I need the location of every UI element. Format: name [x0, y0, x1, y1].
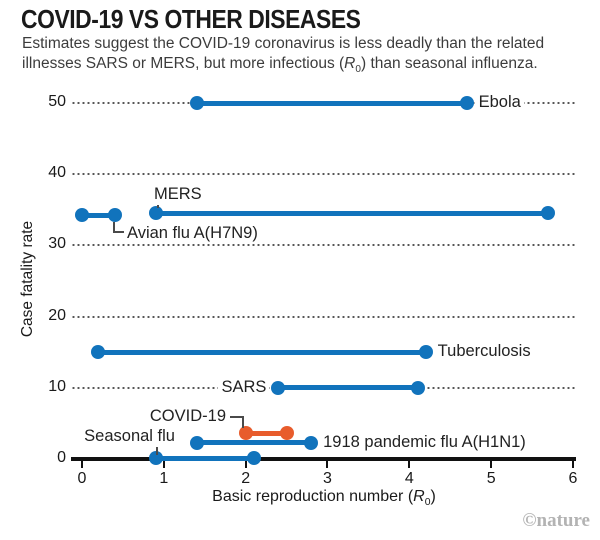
x-tick-6 [571, 461, 574, 468]
gridline-30 [71, 244, 576, 247]
label-connector-covid-0 [230, 416, 244, 418]
series-dot-right-tb [418, 345, 433, 360]
x-tick-2 [244, 461, 247, 468]
label-connector-seasonal-0 [156, 446, 158, 455]
series-dot-left-ebola [189, 96, 204, 110]
x-tick-label-5: 5 [486, 470, 496, 487]
x-axis-r0-subscript: 0 [424, 497, 431, 509]
gridline-20 [71, 315, 576, 318]
y-tick-label-0: 0 [57, 449, 66, 466]
x-axis-title-post: ) [430, 488, 436, 505]
label-connector-mers-0 [156, 202, 159, 208]
subtitle-line2-post: ) than seasonal influenza. [360, 55, 538, 72]
label-connector-avian-0 [113, 222, 115, 233]
x-tick-5 [490, 461, 493, 468]
chart-subtitle: Estimates suggest the COVID-19 coronavir… [22, 34, 544, 80]
series-dot-left-sars [271, 380, 286, 395]
series-label-covid: COVID-19 [146, 406, 229, 427]
x-axis-line [71, 457, 576, 461]
series-dot-right-avian [107, 208, 122, 223]
series-dot-left-covid [238, 426, 253, 441]
series-label-sars: SARS [218, 376, 270, 398]
y-axis-title: Case fatality rate [19, 220, 36, 338]
label-connector-covid-1 [242, 416, 244, 428]
gridline-40 [71, 173, 576, 176]
subtitle-r0-subscript: 0 [355, 64, 361, 76]
x-axis-r0-symbol: R [413, 488, 425, 505]
series-label-seasonal: Seasonal flu [81, 426, 178, 447]
page-title: COVID-19 VS OTHER DISEASES [21, 4, 361, 34]
y-tick-label-10: 10 [48, 377, 66, 395]
series-label-flu1918: 1918 pandemic flu A(H1N1) [320, 431, 529, 453]
series-dot-right-mers [541, 206, 556, 221]
x-axis-title-pre: Basic reproduction number ( [212, 488, 414, 505]
nature-credit: ©nature [522, 510, 590, 531]
x-tick-0 [81, 461, 83, 468]
series-label-mers: MERS [151, 184, 205, 205]
series-dot-right-sars [410, 380, 425, 395]
series-line-seasonal [155, 455, 254, 461]
y-tick-label-40: 40 [48, 164, 66, 182]
x-tick-1 [162, 461, 165, 468]
series-label-avian: Avian flu A(H7N9) [124, 223, 261, 244]
series-dot-left-flu1918 [189, 435, 204, 450]
label-connector-avian-1 [113, 231, 125, 233]
x-tick-label-6: 6 [568, 470, 578, 487]
series-line-avian [82, 212, 115, 218]
x-tick-label-1: 1 [159, 470, 169, 487]
x-axis-title: Basic reproduction number (R0) [72, 488, 576, 508]
series-label-ebola: Ebola [475, 92, 524, 113]
series-line-sars [278, 385, 418, 391]
series-line-mers [155, 210, 549, 216]
series-dot-left-tb [91, 345, 106, 360]
series-dot-right-covid [279, 426, 294, 441]
series-line-ebola [196, 100, 467, 106]
x-tick-label-0: 0 [77, 470, 87, 487]
x-tick-4 [408, 461, 411, 468]
x-tick-3 [326, 461, 329, 468]
subtitle-line1: Estimates suggest the COVID-19 coronavir… [22, 35, 545, 52]
series-line-tb [98, 349, 426, 355]
series-dot-right-seasonal [246, 451, 261, 466]
subtitle-r0-symbol: R [344, 55, 356, 72]
series-dot-right-ebola [459, 96, 474, 110]
series-dot-right-flu1918 [304, 435, 319, 450]
x-tick-label-3: 3 [323, 470, 332, 487]
series-dot-left-seasonal [148, 451, 163, 466]
subtitle-line2-pre: illnesses SARS or MERS, but more infecti… [22, 55, 345, 72]
series-dot-left-mers [148, 206, 163, 221]
x-tick-label-2: 2 [241, 470, 251, 487]
series-label-tb: Tuberculosis [434, 341, 534, 363]
y-tick-label-30: 30 [48, 235, 66, 253]
x-tick-label-4: 4 [404, 470, 414, 487]
series-line-flu1918 [196, 440, 312, 446]
series-line-covid [245, 430, 287, 436]
y-tick-label-20: 20 [48, 306, 66, 324]
series-dot-left-avian [75, 208, 89, 223]
y-tick-label-50: 50 [48, 93, 66, 110]
